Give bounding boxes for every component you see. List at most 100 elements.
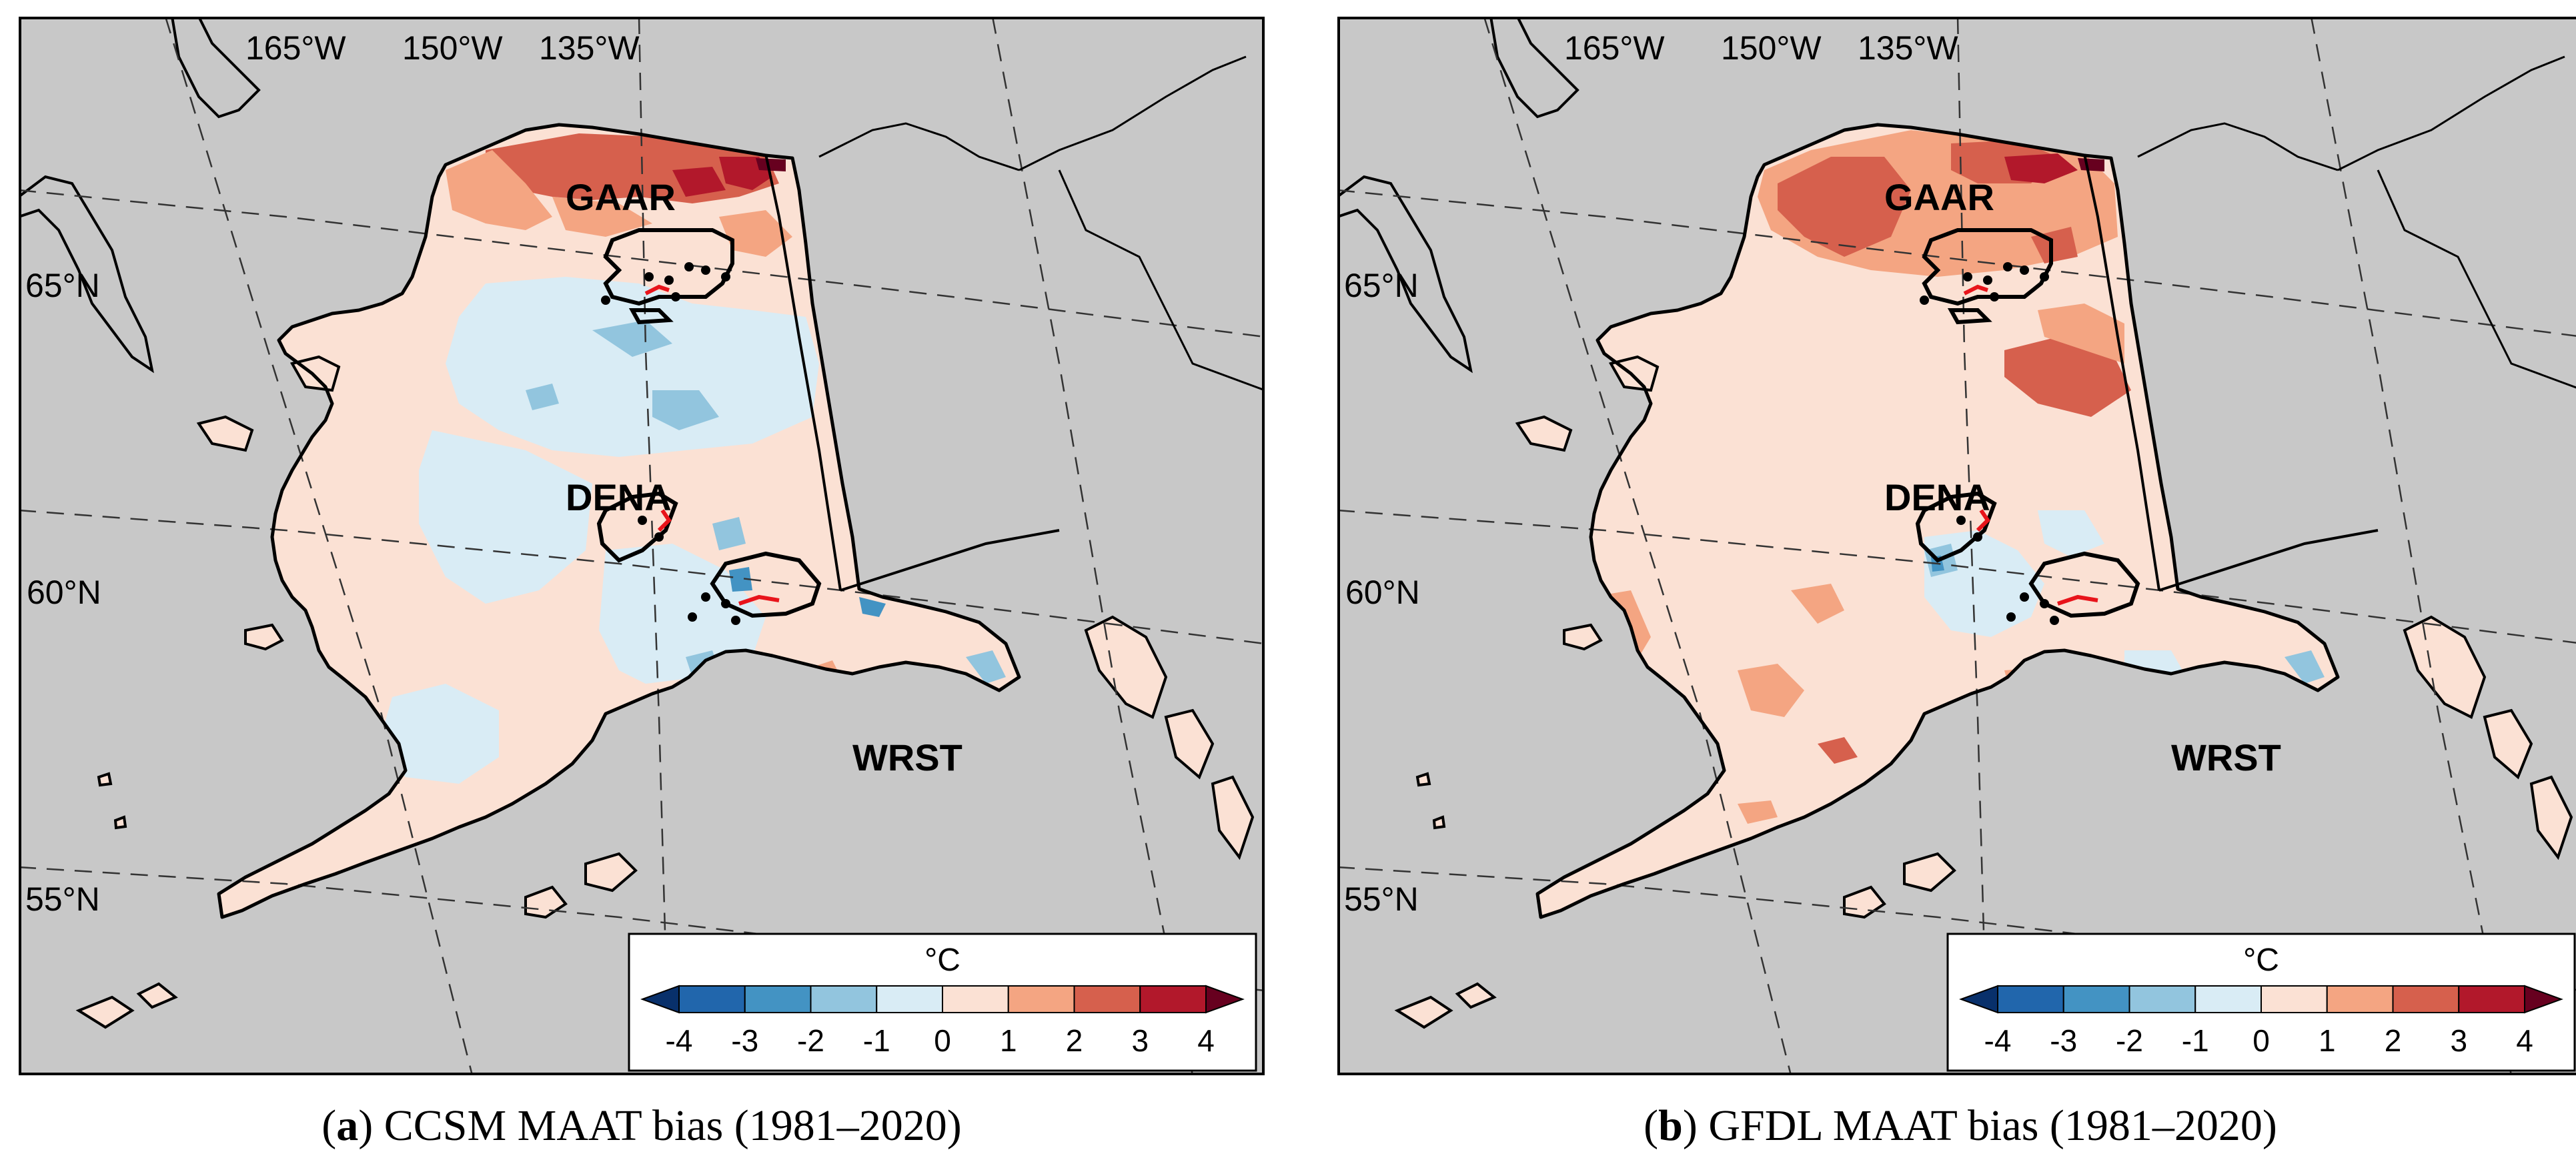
colorbar-tick-label: 3	[2450, 1023, 2467, 1058]
park-boundary	[603, 228, 734, 306]
bias-contour	[379, 684, 499, 784]
colorbar-swatch	[2392, 985, 2460, 1013]
alaska-land	[1537, 125, 2338, 917]
station-marker	[2020, 265, 2029, 275]
colorbar-tick-label: 0	[2252, 1023, 2270, 1058]
colorbar-swatch	[1139, 985, 1207, 1013]
bias-contour	[592, 320, 672, 357]
map-svg-b: 165°W 150°W 135°W 65°N 60°N 55°N GAAR DENA WRST °…	[1337, 17, 2576, 1075]
island	[1164, 708, 1215, 780]
station-marker	[664, 275, 674, 285]
bias-contour	[672, 167, 726, 197]
graticule-line	[991, 17, 1194, 1075]
colorbar-swatch	[942, 985, 1009, 1013]
colorbar-tick-label: -2	[797, 1023, 824, 1058]
yukon-border	[840, 529, 1060, 592]
island	[1415, 772, 1431, 787]
colorbar-tick-label: -3	[2050, 1023, 2077, 1058]
siberia-coast	[1337, 17, 1579, 374]
island	[113, 815, 127, 830]
station-marker	[721, 599, 730, 608]
graticule-line	[1483, 17, 1792, 1075]
canada-line	[2377, 169, 2576, 389]
lon-label: 165°W	[1564, 29, 1665, 67]
island	[1903, 852, 1956, 893]
canada-line	[2337, 55, 2565, 171]
canada-line	[2137, 122, 2339, 171]
station-marker	[2040, 272, 2049, 281]
bias-contour	[2004, 153, 2078, 183]
colorbar-tick-label: 2	[2385, 1023, 2402, 1058]
colorbar-tick-label: 4	[2516, 1023, 2533, 1058]
park-boundary	[628, 308, 674, 325]
colorbar-high-arrow	[2524, 985, 2563, 1014]
colorbar-tick-label: -4	[666, 1023, 693, 1058]
park-road	[1963, 284, 2098, 606]
lat-label: 55°N	[1344, 881, 1419, 918]
bias-contour	[446, 150, 552, 230]
park-label-wrst: WRST	[2171, 736, 2281, 778]
colorbar-tick-label: 1	[1000, 1023, 1017, 1058]
canada-line	[1058, 169, 1265, 392]
bias-contour	[2038, 304, 2124, 364]
station-marker	[2020, 592, 2029, 602]
colorbar-swatch	[2326, 985, 2394, 1013]
colorbar-swatch	[810, 985, 878, 1013]
graticule-line	[164, 17, 474, 1075]
island	[1455, 982, 1497, 1009]
map-panel-gfdl: 165°W 150°W 135°W 65°N 60°N 55°N GAAR DENA WRST °…	[1337, 17, 2576, 1075]
park-boundary	[2028, 551, 2140, 618]
colorbar-unit: °C	[2243, 943, 2279, 978]
park-label-dena: DENA	[566, 476, 672, 518]
colorbar-tick-label: -2	[2116, 1023, 2143, 1058]
caption-b: (b) GFDL MAAT bias (1981–2020)	[1644, 1101, 2277, 1150]
island	[2529, 775, 2573, 860]
park-boundary	[1915, 491, 1997, 563]
graticule-line	[1337, 509, 2576, 644]
island	[584, 852, 638, 893]
bias-contour	[526, 384, 559, 410]
bias-contour	[552, 197, 652, 237]
colorbar-tick-label: 2	[1066, 1023, 1083, 1058]
alaska-coastline	[1535, 123, 2340, 919]
colorbar-tick-label: -3	[731, 1023, 758, 1058]
colorbar-swatch	[2194, 985, 2262, 1013]
canada-coast	[2137, 55, 2576, 389]
canada-border	[2083, 153, 2160, 591]
island	[1084, 615, 1168, 719]
colorbar-tick-label: 4	[1197, 1023, 1215, 1058]
wrst-road	[738, 594, 780, 606]
station-marker	[731, 616, 740, 625]
siberia-coast	[19, 17, 261, 374]
island	[244, 623, 284, 651]
colorbar-swatch	[1073, 985, 1141, 1013]
colorbar-tick-label: 1	[2319, 1023, 2336, 1058]
graticule-line	[19, 509, 1265, 645]
colorbar-high-arrow	[1205, 985, 1245, 1014]
canada-coast	[818, 55, 1265, 392]
graticule-line	[19, 189, 1265, 338]
park-label-gaar: GAAR	[1884, 176, 1994, 218]
lat-label: 55°N	[25, 881, 100, 918]
canada-line	[818, 122, 1020, 171]
graticule-line	[1956, 17, 1989, 1075]
lat-label: 65°N	[1344, 267, 1419, 304]
lon-label: 165°W	[245, 29, 346, 67]
colorbar: °C -4 -3 -2 -1 0 1 2 3 4	[1946, 933, 2576, 1072]
dena-road	[1976, 509, 1990, 532]
bias-contour	[2038, 510, 2104, 557]
station-marker	[1990, 292, 1999, 302]
colorbar-swatch	[2458, 985, 2525, 1013]
alaska-coastline	[217, 123, 1021, 919]
map-panel-ccsm: 165°W 150°W 135°W 65°N 60°N 55°N GAAR DENA WRST °…	[19, 17, 1265, 1075]
island	[2403, 615, 2487, 719]
colorbar-unit: °C	[924, 943, 960, 978]
island	[1211, 775, 1255, 860]
bias-contour	[1738, 800, 1778, 824]
colorbar-swatch	[744, 985, 812, 1013]
station-marker	[1983, 275, 1992, 285]
map-frame	[19, 17, 1265, 1075]
caption-a-text: CCSM MAAT bias (1981–2020)	[384, 1101, 962, 1150]
gaar-road	[1963, 284, 1988, 296]
caption-a-letter: a	[336, 1101, 359, 1150]
